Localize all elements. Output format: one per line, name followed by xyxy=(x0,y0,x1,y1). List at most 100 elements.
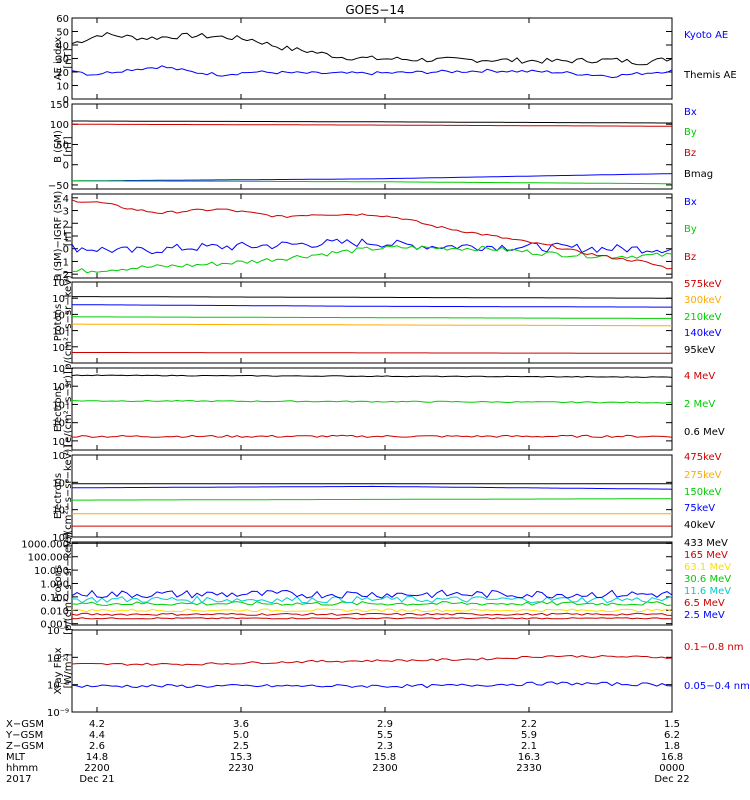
panel-6: 10⁴ 10⁵ 10⁶ 10⁷ Electrons [e/(cm²−s−sr−keV)] 4… xyxy=(52,445,721,548)
series-line-bz xyxy=(71,123,673,127)
y-tick-label: 10² xyxy=(52,343,69,354)
legend-label: Bx xyxy=(684,107,697,118)
legend-label: 0.1−0.8 nm xyxy=(684,642,743,653)
series-line-0-1-0-8-nm xyxy=(71,654,673,666)
y-tick-label: 10⁷ xyxy=(52,451,69,462)
series-line-bz xyxy=(71,199,673,270)
series-line-63-1-mev xyxy=(71,608,673,613)
y-tick-label: −1 xyxy=(54,257,69,268)
series-line-575kev xyxy=(72,352,672,354)
x-axis-value: 16.3 xyxy=(518,752,540,763)
x-axis-value: 6.2 xyxy=(664,730,680,741)
x-axis-value: 2.3 xyxy=(377,741,393,752)
y-tick-label: 1000.000 xyxy=(21,539,69,550)
y-tick-label: 10 xyxy=(56,82,69,93)
y-tick-label: 10⁴ xyxy=(52,310,69,321)
x-axis-value: 2.1 xyxy=(521,741,537,752)
y-tick-label: 1.000 xyxy=(40,580,69,591)
series-line-bx xyxy=(71,238,673,255)
y-axis-label: [nT] xyxy=(63,136,74,156)
x-axis-row-label: Y−GSM xyxy=(5,730,43,741)
panel-frame xyxy=(71,367,673,451)
series-line-bx xyxy=(72,173,673,182)
y-tick-label: 10⁶ xyxy=(52,478,69,489)
legend-label: 140keV xyxy=(684,328,722,339)
legend-label: By xyxy=(684,127,697,138)
series-line-6-5-mev xyxy=(71,612,673,616)
legend-label: 475keV xyxy=(684,452,722,463)
y-tick-label: 50 xyxy=(56,28,69,39)
y-tick-label: 10.000 xyxy=(34,566,69,577)
y-tick-label: 10⁻⁷ xyxy=(47,653,69,664)
x-axis-value: 2300 xyxy=(372,763,397,774)
y-tick-label: 10¹ xyxy=(52,437,69,448)
x-axis-value: 15.3 xyxy=(230,752,252,763)
y-tick-label: 10² xyxy=(52,419,69,430)
panel-frame xyxy=(71,629,673,713)
x-axis-value: 5.5 xyxy=(377,730,393,741)
y-tick-label: 2 xyxy=(63,219,69,230)
y-tick-label: 40 xyxy=(56,41,69,52)
y-axis-label: Electrons xyxy=(53,386,64,432)
plot-title: GOES−14 xyxy=(345,3,404,17)
legend-label: 210keV xyxy=(684,312,722,323)
x-axis-value: 2.6 xyxy=(89,741,105,752)
y-tick-label: 10⁻⁸ xyxy=(47,681,69,692)
series-line-140kev xyxy=(72,304,672,308)
legend-label: 2.5 MeV xyxy=(684,610,725,621)
x-axis-row-label: hhmm xyxy=(6,763,38,774)
y-tick-label: 10⁻⁶ xyxy=(47,626,69,637)
y-axis-label: Protons xyxy=(53,304,64,341)
legend-label: 95keV xyxy=(684,345,715,356)
y-tick-label: 0.001 xyxy=(40,620,69,631)
panel-7: 0.001 0.010 0.100 1.000 10.000 100.000 1000.00… xyxy=(21,532,731,635)
y-tick-label: 150 xyxy=(50,100,69,111)
y-tick-label: 1 xyxy=(63,232,69,243)
panel-frame xyxy=(71,541,673,626)
y-tick-label: 10⁵ xyxy=(52,294,69,305)
y-axis-label: [p/(cm²−s−sr−keV)] xyxy=(63,532,74,635)
legend-label: Bx xyxy=(684,197,697,208)
y-axis-label: [e/(cm²−s−sr−keV)] xyxy=(63,445,74,548)
x-axis-value: 4.4 xyxy=(89,730,105,741)
x-axis-value: 14.8 xyxy=(86,752,108,763)
y-tick-label: 10³ xyxy=(52,327,69,338)
y-tick-label: 10⁴ xyxy=(52,533,69,544)
series-line-themis-ae xyxy=(71,32,673,66)
x-axis-value: Dec 22 xyxy=(654,774,689,785)
legend-label: 30.6 MeV xyxy=(684,574,731,585)
y-axis-label: AE index xyxy=(53,37,64,81)
series-line-30-6-mev xyxy=(71,601,673,607)
legend-label: Bz xyxy=(684,148,696,159)
y-tick-label: 50 xyxy=(56,140,69,151)
legend-label: 575keV xyxy=(684,279,722,290)
y-axis-label: [nT] xyxy=(63,48,74,68)
y-axis-label: B (SM)−IGRF (SM) xyxy=(53,191,64,282)
series-line-2-5-mev xyxy=(71,589,673,599)
legend-label: 6.5 MeV xyxy=(684,598,725,609)
series-line-150kev xyxy=(72,498,672,501)
y-tick-label: −50 xyxy=(48,181,69,192)
y-tick-label: 30 xyxy=(56,55,69,66)
panel-frame xyxy=(71,454,673,538)
x-axis-row-label: MLT xyxy=(6,752,26,763)
legend-label: 75keV xyxy=(684,503,715,514)
series-line-11-6-mev xyxy=(71,595,673,604)
x-axis-value: 1.5 xyxy=(664,719,680,730)
legend-label: 300keV xyxy=(684,295,722,306)
legend-label: 165 MeV xyxy=(684,550,728,561)
y-tick-label: −2 xyxy=(54,270,69,281)
panel-8: 10⁻⁹ 10⁻⁸ 10⁻⁷ 10⁻⁶ Xray Flux [W/m²] 0.1−0.8 n… xyxy=(47,626,750,719)
y-axis-label: Xray Flux xyxy=(53,647,64,694)
y-tick-label: 10⁴ xyxy=(52,382,69,393)
x-axis-value: 2330 xyxy=(516,763,541,774)
y-axis-label: [e/(cm²−s−sr)] xyxy=(63,371,74,447)
series-line-300kev xyxy=(72,323,672,327)
series-line-0-6-mev xyxy=(71,374,673,378)
x-axis-value: Dec 21 xyxy=(79,774,114,785)
x-axis-value: 3.6 xyxy=(233,719,249,730)
y-axis-label: Protons xyxy=(53,565,64,602)
series-line-2-mev xyxy=(71,399,673,404)
series-line-by xyxy=(72,180,672,185)
